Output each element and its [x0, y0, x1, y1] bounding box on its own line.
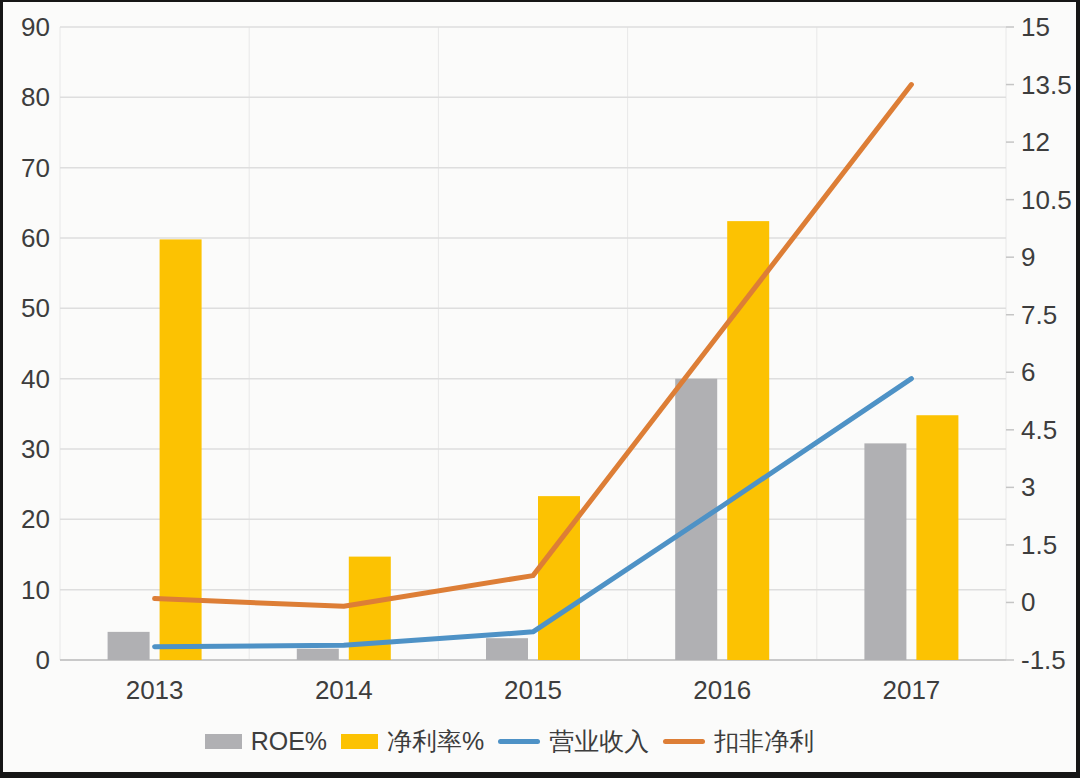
roe-bar	[864, 443, 906, 660]
left-axis-tick-label: 80	[21, 82, 50, 112]
chart-canvas: 90807060504030201001513.51210.597.564.53…	[3, 2, 1080, 778]
legend-item-revenue: 营业收入	[498, 726, 649, 756]
legend-swatch-revenue-line	[498, 739, 540, 744]
left-axis-tick-label: 60	[21, 223, 50, 253]
right-axis-tick-label: 10.5	[1021, 185, 1072, 215]
right-axis-tick-label: 6	[1021, 357, 1035, 387]
left-axis-tick-label: 70	[21, 153, 50, 183]
left-axis-tick-label: 10	[21, 575, 50, 605]
legend-label-adj-profit: 扣非净利	[714, 726, 814, 756]
legend-swatch-roe-bar	[205, 734, 242, 749]
legend-label-net-margin: 净利率%	[387, 726, 484, 756]
right-axis-tick-label: 1.5	[1021, 530, 1057, 560]
net-margin-bar	[727, 221, 769, 660]
right-axis-tick-label: 9	[1021, 242, 1035, 272]
right-axis-tick-label: -1.5	[1021, 645, 1066, 675]
chart-legend: ROE% 净利率% 营业收入 扣非净利	[0, 726, 1046, 756]
roe-bar	[297, 649, 339, 660]
x-axis-category-label: 2016	[693, 675, 751, 705]
right-axis-tick-label: 15	[1021, 12, 1050, 42]
right-axis-tick-label: 4.5	[1021, 415, 1057, 445]
right-axis-tick-label: 3	[1021, 472, 1035, 502]
right-axis-tick-label: 12	[1021, 127, 1050, 157]
right-axis-tick-label: 13.5	[1021, 70, 1072, 100]
legend-swatch-net-margin-bar	[341, 734, 378, 749]
legend-item-adj-profit: 扣非净利	[663, 726, 814, 756]
legend-label-roe: ROE%	[251, 726, 327, 756]
right-axis-tick-label: 0	[1021, 587, 1035, 617]
left-axis-tick-label: 20	[21, 504, 50, 534]
left-axis-tick-label: 90	[21, 12, 50, 42]
left-axis-tick-label: 0	[36, 645, 50, 675]
x-axis-category-label: 2014	[315, 675, 373, 705]
left-axis-tick-label: 50	[21, 293, 50, 323]
net-margin-bar	[916, 415, 958, 660]
roe-bar	[108, 632, 150, 660]
revenue-line	[155, 379, 912, 647]
legend-label-revenue: 营业收入	[549, 726, 649, 756]
legend-item-roe: ROE%	[205, 726, 327, 756]
legend-item-net-margin: 净利率%	[341, 726, 484, 756]
x-axis-category-label: 2013	[126, 675, 184, 705]
chart-figure: 90807060504030201001513.51210.597.564.53…	[0, 0, 1080, 778]
adj-profit-line	[155, 85, 912, 607]
x-axis-category-label: 2017	[882, 675, 940, 705]
roe-bar	[486, 638, 528, 660]
legend-swatch-adj-profit-line	[663, 739, 705, 744]
x-axis-category-label: 2015	[504, 675, 562, 705]
left-axis-tick-label: 30	[21, 434, 50, 464]
roe-bar	[675, 379, 717, 660]
right-axis-tick-label: 7.5	[1021, 300, 1057, 330]
left-axis-tick-label: 40	[21, 364, 50, 394]
